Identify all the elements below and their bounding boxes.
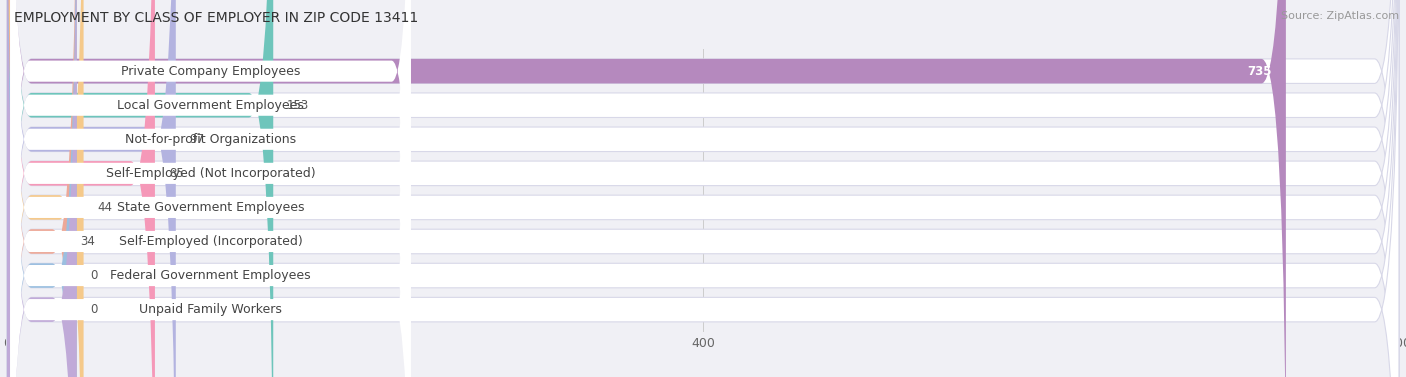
Text: 44: 44: [97, 201, 112, 214]
FancyBboxPatch shape: [7, 0, 1399, 377]
Text: State Government Employees: State Government Employees: [117, 201, 304, 214]
FancyBboxPatch shape: [7, 0, 77, 377]
FancyBboxPatch shape: [7, 0, 1399, 377]
FancyBboxPatch shape: [10, 0, 411, 377]
Text: Self-Employed (Not Incorporated): Self-Employed (Not Incorporated): [105, 167, 315, 180]
FancyBboxPatch shape: [7, 0, 1286, 377]
FancyBboxPatch shape: [7, 0, 273, 377]
FancyBboxPatch shape: [7, 0, 1399, 377]
FancyBboxPatch shape: [10, 0, 411, 377]
Text: 153: 153: [287, 99, 309, 112]
FancyBboxPatch shape: [7, 0, 77, 377]
FancyBboxPatch shape: [10, 0, 411, 377]
FancyBboxPatch shape: [10, 0, 411, 377]
FancyBboxPatch shape: [7, 0, 176, 377]
FancyBboxPatch shape: [7, 0, 1399, 377]
Text: 85: 85: [169, 167, 184, 180]
Text: EMPLOYMENT BY CLASS OF EMPLOYER IN ZIP CODE 13411: EMPLOYMENT BY CLASS OF EMPLOYER IN ZIP C…: [14, 11, 419, 25]
Text: Private Company Employees: Private Company Employees: [121, 64, 301, 78]
Text: Local Government Employees: Local Government Employees: [117, 99, 304, 112]
Text: Unpaid Family Workers: Unpaid Family Workers: [139, 303, 283, 316]
FancyBboxPatch shape: [7, 0, 1399, 377]
FancyBboxPatch shape: [10, 0, 411, 377]
Text: 97: 97: [190, 133, 205, 146]
Text: 0: 0: [90, 269, 98, 282]
FancyBboxPatch shape: [7, 0, 1399, 377]
FancyBboxPatch shape: [7, 0, 1399, 377]
FancyBboxPatch shape: [10, 0, 411, 377]
Text: Federal Government Employees: Federal Government Employees: [110, 269, 311, 282]
FancyBboxPatch shape: [10, 0, 411, 377]
Text: 0: 0: [90, 303, 98, 316]
FancyBboxPatch shape: [7, 0, 77, 377]
FancyBboxPatch shape: [7, 0, 155, 377]
Text: Not-for-profit Organizations: Not-for-profit Organizations: [125, 133, 297, 146]
Text: Self-Employed (Incorporated): Self-Employed (Incorporated): [118, 235, 302, 248]
Text: 735: 735: [1247, 64, 1272, 78]
FancyBboxPatch shape: [10, 0, 411, 377]
Text: 34: 34: [80, 235, 96, 248]
FancyBboxPatch shape: [7, 0, 83, 377]
Text: Source: ZipAtlas.com: Source: ZipAtlas.com: [1281, 11, 1399, 21]
FancyBboxPatch shape: [7, 0, 1399, 377]
